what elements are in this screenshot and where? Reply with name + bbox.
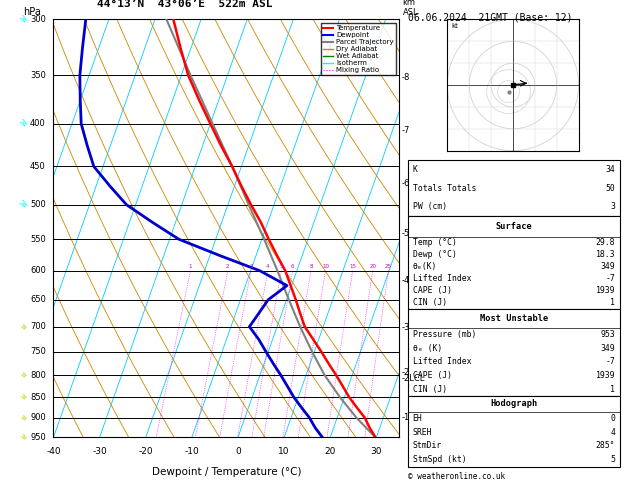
Text: 800: 800 xyxy=(30,371,46,380)
Text: 3: 3 xyxy=(610,203,615,211)
Text: 349: 349 xyxy=(601,262,615,271)
Text: 18.3: 18.3 xyxy=(596,250,615,259)
Text: 5: 5 xyxy=(280,264,283,269)
Text: 8: 8 xyxy=(309,264,313,269)
Text: Pressure (mb): Pressure (mb) xyxy=(413,330,476,339)
Text: CIN (J): CIN (J) xyxy=(413,298,447,307)
Text: km
ASL: km ASL xyxy=(403,0,418,17)
Text: 2: 2 xyxy=(226,264,230,269)
Text: W: W xyxy=(21,371,29,379)
Text: W: W xyxy=(21,414,29,421)
Text: 450: 450 xyxy=(30,162,46,171)
Text: θₑ (K): θₑ (K) xyxy=(413,344,442,353)
Text: StmSpd (kt): StmSpd (kt) xyxy=(413,455,466,464)
Text: -1: -1 xyxy=(401,413,409,422)
Text: -2: -2 xyxy=(401,368,409,377)
Text: W: W xyxy=(21,434,29,441)
Text: -20: -20 xyxy=(138,447,153,455)
Text: 0: 0 xyxy=(235,447,241,455)
Legend: Temperature, Dewpoint, Parcel Trajectory, Dry Adiabat, Wet Adiabat, Isotherm, Mi: Temperature, Dewpoint, Parcel Trajectory… xyxy=(321,23,396,75)
Text: 285°: 285° xyxy=(596,441,615,451)
Text: 700: 700 xyxy=(30,322,46,331)
Text: -3: -3 xyxy=(401,323,409,331)
Text: 15: 15 xyxy=(349,264,356,269)
Text: -10: -10 xyxy=(184,447,199,455)
Text: 1: 1 xyxy=(610,385,615,394)
Text: W: W xyxy=(20,200,30,209)
Text: 350: 350 xyxy=(30,71,46,80)
Text: 30: 30 xyxy=(370,447,382,455)
Text: θₑ(K): θₑ(K) xyxy=(413,262,437,271)
Text: hPa: hPa xyxy=(23,7,41,17)
Text: 953: 953 xyxy=(601,330,615,339)
Text: 1939: 1939 xyxy=(596,286,615,295)
Text: 850: 850 xyxy=(30,393,46,401)
Text: -7: -7 xyxy=(605,358,615,366)
Text: Lifted Index: Lifted Index xyxy=(413,274,471,283)
Text: Totals Totals: Totals Totals xyxy=(413,184,476,193)
Text: 25: 25 xyxy=(385,264,392,269)
Text: 06.06.2024  21GMT (Base: 12): 06.06.2024 21GMT (Base: 12) xyxy=(408,12,572,22)
Text: 600: 600 xyxy=(30,266,46,275)
Text: CAPE (J): CAPE (J) xyxy=(413,371,452,380)
Text: EH: EH xyxy=(413,414,423,423)
Text: -5: -5 xyxy=(401,229,409,238)
Text: Mixing Ratio (g/kg): Mixing Ratio (g/kg) xyxy=(423,209,431,289)
Text: 20: 20 xyxy=(325,447,336,455)
Text: 10: 10 xyxy=(322,264,329,269)
Text: Hodograph: Hodograph xyxy=(490,399,538,408)
Text: 50: 50 xyxy=(605,184,615,193)
Text: K: K xyxy=(413,165,418,174)
Text: -40: -40 xyxy=(46,447,61,455)
Text: Lifted Index: Lifted Index xyxy=(413,358,471,366)
Text: 4: 4 xyxy=(266,264,270,269)
Text: SREH: SREH xyxy=(413,428,432,437)
Text: 1: 1 xyxy=(189,264,192,269)
Text: W: W xyxy=(20,119,30,129)
Text: 550: 550 xyxy=(30,235,46,243)
Text: 10: 10 xyxy=(279,447,290,455)
Text: Dewp (°C): Dewp (°C) xyxy=(413,250,457,259)
Text: 3: 3 xyxy=(249,264,253,269)
Text: kt: kt xyxy=(452,23,459,29)
Text: W: W xyxy=(21,394,29,400)
Text: PW (cm): PW (cm) xyxy=(413,203,447,211)
Text: CAPE (J): CAPE (J) xyxy=(413,286,452,295)
Text: 29.8: 29.8 xyxy=(596,238,615,247)
Text: -6: -6 xyxy=(401,179,409,188)
Text: 500: 500 xyxy=(30,200,46,209)
Text: 900: 900 xyxy=(30,413,46,422)
Text: 1: 1 xyxy=(610,298,615,307)
Text: 0: 0 xyxy=(610,414,615,423)
Text: StmDir: StmDir xyxy=(413,441,442,451)
Text: -7: -7 xyxy=(605,274,615,283)
Text: 44°13’N  43°06’E  522m ASL: 44°13’N 43°06’E 522m ASL xyxy=(97,0,273,9)
Text: -8: -8 xyxy=(401,73,409,82)
Text: Most Unstable: Most Unstable xyxy=(480,314,548,323)
Text: 6: 6 xyxy=(291,264,294,269)
Text: © weatheronline.co.uk: © weatheronline.co.uk xyxy=(408,472,504,481)
Text: 349: 349 xyxy=(601,344,615,353)
Text: 20: 20 xyxy=(369,264,376,269)
Text: W: W xyxy=(21,323,29,330)
Text: Surface: Surface xyxy=(496,222,532,231)
Text: 300: 300 xyxy=(30,15,46,24)
Text: 650: 650 xyxy=(30,295,46,304)
Text: W: W xyxy=(20,15,30,24)
Text: -7: -7 xyxy=(401,126,409,136)
Text: -4: -4 xyxy=(401,277,409,285)
Text: Temp (°C): Temp (°C) xyxy=(413,238,457,247)
Text: 34: 34 xyxy=(605,165,615,174)
Text: -30: -30 xyxy=(92,447,107,455)
Text: 750: 750 xyxy=(30,347,46,356)
Text: 4: 4 xyxy=(610,428,615,437)
Text: 5: 5 xyxy=(610,455,615,464)
Text: 950: 950 xyxy=(30,433,46,442)
Text: 1939: 1939 xyxy=(596,371,615,380)
Text: Dewpoint / Temperature (°C): Dewpoint / Temperature (°C) xyxy=(152,467,301,477)
Text: 400: 400 xyxy=(30,119,46,128)
Text: -2LCL: -2LCL xyxy=(401,374,425,383)
Text: CIN (J): CIN (J) xyxy=(413,385,447,394)
